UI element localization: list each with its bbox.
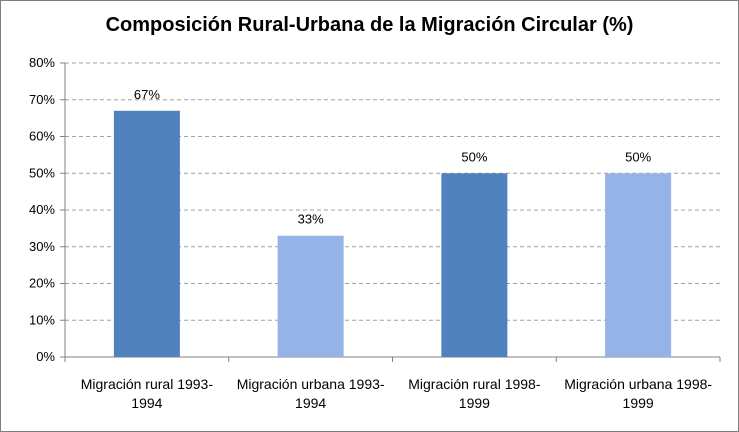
y-tick-label: 30% xyxy=(29,239,55,254)
y-tick-label: 70% xyxy=(29,92,55,107)
data-label: 33% xyxy=(298,212,324,227)
y-tick-label: 80% xyxy=(29,55,55,70)
y-tick-label: 0% xyxy=(36,349,55,364)
y-tick-label: 50% xyxy=(29,165,55,180)
bar xyxy=(441,173,508,357)
data-label: 50% xyxy=(625,149,651,164)
x-tick-label: 1999 xyxy=(459,395,490,411)
x-tick-label: 1994 xyxy=(295,395,326,411)
x-tick-label: Migración rural 1998- xyxy=(408,376,541,392)
x-tick-label: Migración urbana 1998- xyxy=(564,376,712,392)
y-tick-label: 10% xyxy=(29,312,55,327)
bar xyxy=(605,173,672,357)
x-tick-label: 1999 xyxy=(623,395,654,411)
x-tick-label: Migración rural 1993- xyxy=(81,376,214,392)
data-label: 67% xyxy=(134,87,160,102)
y-tick-label: 60% xyxy=(29,129,55,144)
bar xyxy=(113,110,180,358)
y-tick-label: 40% xyxy=(29,202,55,217)
x-tick-label: Migración urbana 1993- xyxy=(237,376,385,392)
x-tick-label: 1994 xyxy=(131,395,162,411)
data-label: 50% xyxy=(461,149,487,164)
bar xyxy=(277,235,344,357)
y-tick-label: 20% xyxy=(29,276,55,291)
chart-title: Composición Rural-Urbana de la Migración… xyxy=(105,14,634,36)
